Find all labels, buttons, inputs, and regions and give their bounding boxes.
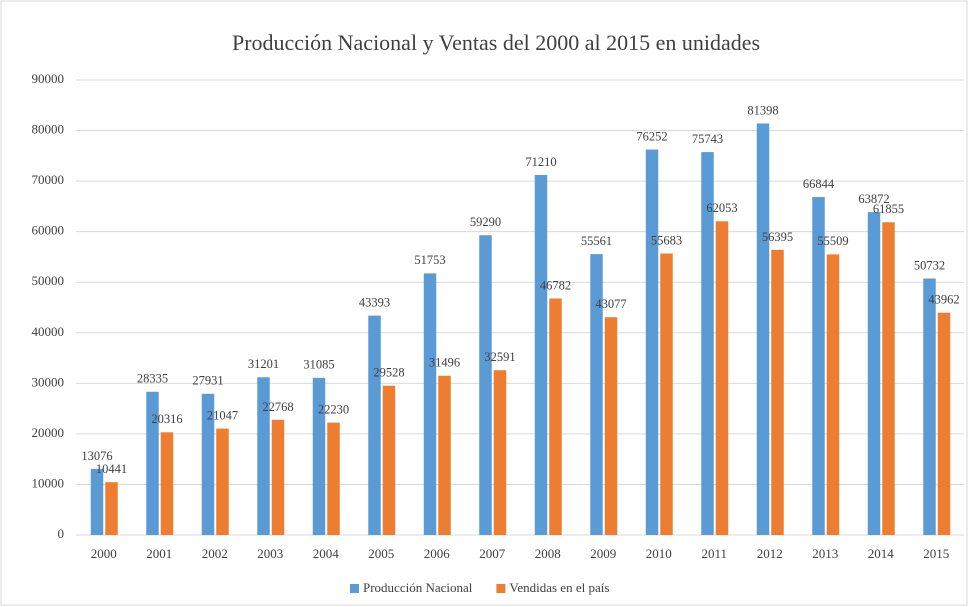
data-label: 71210 — [525, 155, 556, 169]
bar — [216, 428, 229, 535]
data-label: 62053 — [706, 201, 737, 215]
data-label: 43962 — [928, 293, 959, 307]
bar — [160, 432, 174, 535]
data-label: 22768 — [262, 400, 293, 414]
data-label: 66844 — [803, 177, 835, 191]
bar — [493, 370, 507, 535]
y-tick-label: 30000 — [32, 374, 65, 389]
legend-swatch — [350, 584, 359, 593]
x-tick-label: 2013 — [812, 546, 838, 561]
bar — [368, 315, 381, 535]
bar — [312, 377, 326, 535]
data-label: 61855 — [873, 202, 904, 216]
data-label: 31496 — [429, 356, 460, 370]
legend-label: Vendidas en el país — [509, 580, 609, 595]
data-label: 50732 — [914, 258, 945, 272]
data-label: 56395 — [762, 230, 793, 244]
x-tick-label: 2012 — [757, 546, 783, 561]
bar — [812, 197, 825, 535]
bar — [90, 468, 104, 535]
bar — [549, 298, 562, 535]
data-label: 21047 — [207, 408, 238, 422]
legend-label: Producción Nacional — [363, 580, 473, 595]
data-label: 55509 — [817, 234, 848, 248]
x-tick-label: 2010 — [646, 546, 672, 561]
chart-title: Producción Nacional y Ventas del 2000 al… — [232, 30, 760, 55]
y-tick-label: 40000 — [32, 324, 65, 339]
bar — [826, 254, 840, 536]
data-label: 29528 — [373, 366, 404, 380]
bar — [923, 278, 936, 535]
x-tick-label: 2008 — [535, 546, 561, 561]
x-tick-label: 2014 — [868, 546, 895, 561]
bar — [479, 235, 492, 535]
data-label: 76252 — [636, 129, 667, 143]
data-label: 43393 — [359, 295, 390, 309]
x-tick-label: 2001 — [146, 546, 172, 561]
y-tick-label: 50000 — [32, 273, 65, 288]
bar — [201, 393, 215, 535]
data-label: 22230 — [318, 402, 349, 416]
bar — [937, 312, 951, 535]
bar — [604, 317, 618, 535]
y-tick-label: 10000 — [32, 475, 65, 490]
x-tick-label: 2000 — [91, 546, 117, 561]
data-label: 63872 — [858, 192, 889, 206]
x-tick-label: 2003 — [257, 546, 283, 561]
data-label: 55683 — [651, 233, 682, 247]
bar — [146, 391, 159, 535]
bar — [771, 249, 784, 535]
bar — [867, 212, 881, 535]
y-tick-label: 20000 — [32, 425, 65, 440]
data-label: 20316 — [151, 412, 182, 426]
y-tick-label: 60000 — [32, 223, 65, 238]
x-tick-label: 2015 — [923, 546, 949, 561]
bar — [645, 149, 659, 535]
bar — [257, 377, 270, 535]
y-tick-label: 90000 — [32, 71, 65, 86]
data-label: 13076 — [81, 449, 112, 463]
data-label: 43077 — [595, 297, 626, 311]
bar — [423, 273, 437, 535]
y-tick-label: 70000 — [32, 172, 65, 187]
data-label: 55561 — [581, 234, 612, 248]
x-tick-label: 2011 — [701, 546, 727, 561]
y-tick-label: 0 — [58, 526, 65, 541]
bar — [590, 254, 603, 535]
bar — [438, 375, 451, 535]
data-label: 75743 — [692, 132, 723, 146]
bar — [660, 253, 673, 535]
data-label: 32591 — [484, 350, 515, 364]
x-tick-label: 2002 — [202, 546, 228, 561]
bar — [756, 123, 770, 536]
x-tick-label: 2009 — [590, 546, 616, 561]
data-label: 59290 — [470, 215, 501, 229]
data-label: 28335 — [137, 372, 168, 386]
data-label: 10441 — [96, 462, 127, 476]
x-tick-label: 2005 — [368, 546, 394, 561]
data-label: 51753 — [414, 253, 445, 267]
x-tick-label: 2004 — [313, 546, 340, 561]
data-label: 46782 — [540, 278, 571, 292]
bar — [382, 385, 396, 535]
bar — [327, 422, 340, 535]
data-label: 81398 — [747, 103, 778, 117]
bar — [105, 482, 118, 535]
bar — [271, 419, 285, 535]
data-label: 27931 — [192, 374, 223, 388]
y-tick-label: 80000 — [32, 122, 65, 137]
legend-swatch — [496, 584, 506, 593]
data-label: 31085 — [303, 358, 334, 372]
bar — [701, 152, 714, 535]
x-tick-label: 2006 — [424, 546, 451, 561]
bar — [882, 222, 895, 535]
bar — [534, 174, 548, 535]
data-label: 31201 — [248, 357, 279, 371]
bar — [715, 221, 729, 536]
x-tick-label: 2007 — [479, 546, 506, 561]
